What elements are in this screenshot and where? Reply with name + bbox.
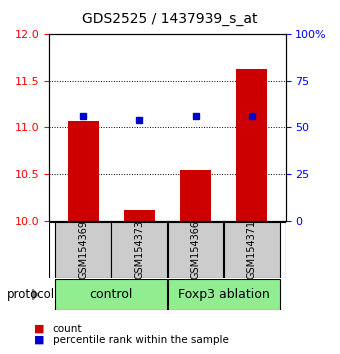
Text: Foxp3 ablation: Foxp3 ablation	[178, 288, 270, 301]
Text: GSM154371: GSM154371	[247, 220, 257, 280]
FancyBboxPatch shape	[168, 222, 223, 278]
FancyBboxPatch shape	[55, 279, 167, 310]
Text: percentile rank within the sample: percentile rank within the sample	[53, 335, 228, 345]
Bar	[124, 210, 155, 221]
Text: control: control	[89, 288, 133, 301]
Text: GSM154369: GSM154369	[78, 221, 88, 279]
Text: GSM154373: GSM154373	[134, 220, 144, 280]
Text: count: count	[53, 324, 82, 333]
Text: ■: ■	[34, 335, 45, 345]
Text: ■: ■	[34, 324, 45, 333]
Bar	[180, 170, 211, 221]
FancyBboxPatch shape	[224, 222, 280, 278]
Polygon shape	[33, 289, 38, 300]
Text: GSM154366: GSM154366	[191, 221, 201, 279]
Bar	[236, 69, 267, 221]
FancyBboxPatch shape	[168, 279, 280, 310]
Text: protocol: protocol	[7, 288, 55, 301]
FancyBboxPatch shape	[49, 222, 286, 278]
Bar	[68, 121, 99, 221]
FancyBboxPatch shape	[55, 222, 111, 278]
FancyBboxPatch shape	[112, 222, 167, 278]
Text: GDS2525 / 1437939_s_at: GDS2525 / 1437939_s_at	[82, 12, 258, 27]
